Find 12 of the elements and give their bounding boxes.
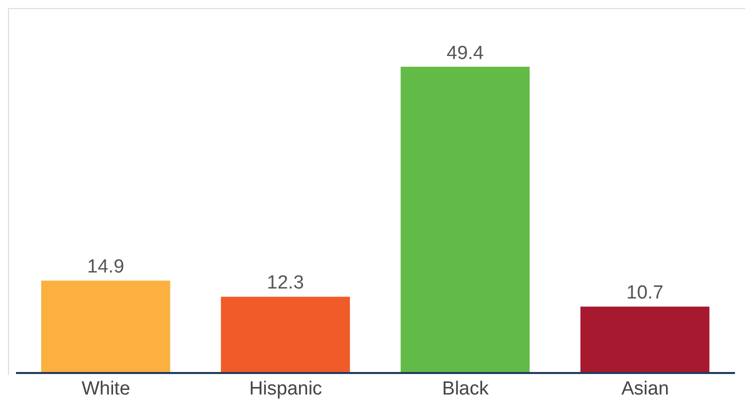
x-tick-label: Hispanic (249, 378, 322, 400)
bar (41, 280, 170, 373)
bar (580, 306, 710, 373)
data-label: 10.7 (626, 282, 664, 304)
bar (400, 66, 530, 373)
data-label: 12.3 (266, 272, 304, 294)
x-tick-label: Black (442, 378, 490, 400)
bar (220, 296, 350, 373)
data-label: 49.4 (446, 42, 484, 64)
x-tick-label: Asian (621, 378, 669, 400)
x-tick-label: White (82, 378, 130, 400)
data-label: 14.9 (87, 256, 124, 278)
